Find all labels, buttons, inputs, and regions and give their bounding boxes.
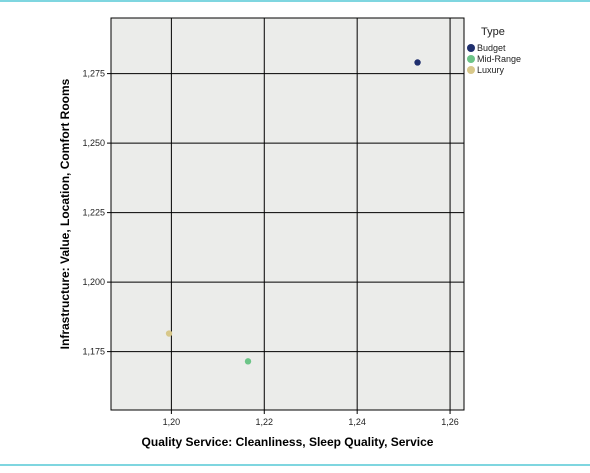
legend-title: Type [481,26,505,38]
top-frame-line [0,0,590,2]
x-tick-label: 1,24 [348,417,366,427]
plot-area [111,18,464,410]
x-tick-label: 1,22 [256,417,274,427]
legend-label: Luxury [477,65,505,75]
y-tick-label: 1,250 [82,138,105,148]
legend-marker [467,55,475,63]
y-tick-label: 1,175 [82,347,105,357]
data-point-mid-range [244,358,252,365]
legend-marker [467,44,475,52]
data-points [165,59,421,365]
legend-marker [467,66,475,74]
bottom-frame-line [0,464,590,466]
data-point-luxury [165,330,173,337]
x-axis-title: Quality Service: Cleanliness, Sleep Qual… [142,435,434,449]
x-tick-label: 1,26 [441,417,459,427]
plot-border [110,17,465,411]
legend-label: Mid-Range [477,54,521,64]
y-tick-label: 1,200 [82,277,105,287]
data-point-budget [414,59,421,66]
y-tick-label: 1,275 [82,69,105,79]
axis-ticks: 1,20 1,22 1,24 1,26 1,175 1,200 1,225 1,250 1,27… [82,69,458,427]
y-axis-title: Infrastructure: Value, Location, Comfort… [58,78,72,349]
grid-lines [111,18,464,410]
x-tick-label: 1,20 [163,417,181,427]
y-tick-label: 1,225 [82,208,105,218]
legend-label: Budget [477,43,506,53]
